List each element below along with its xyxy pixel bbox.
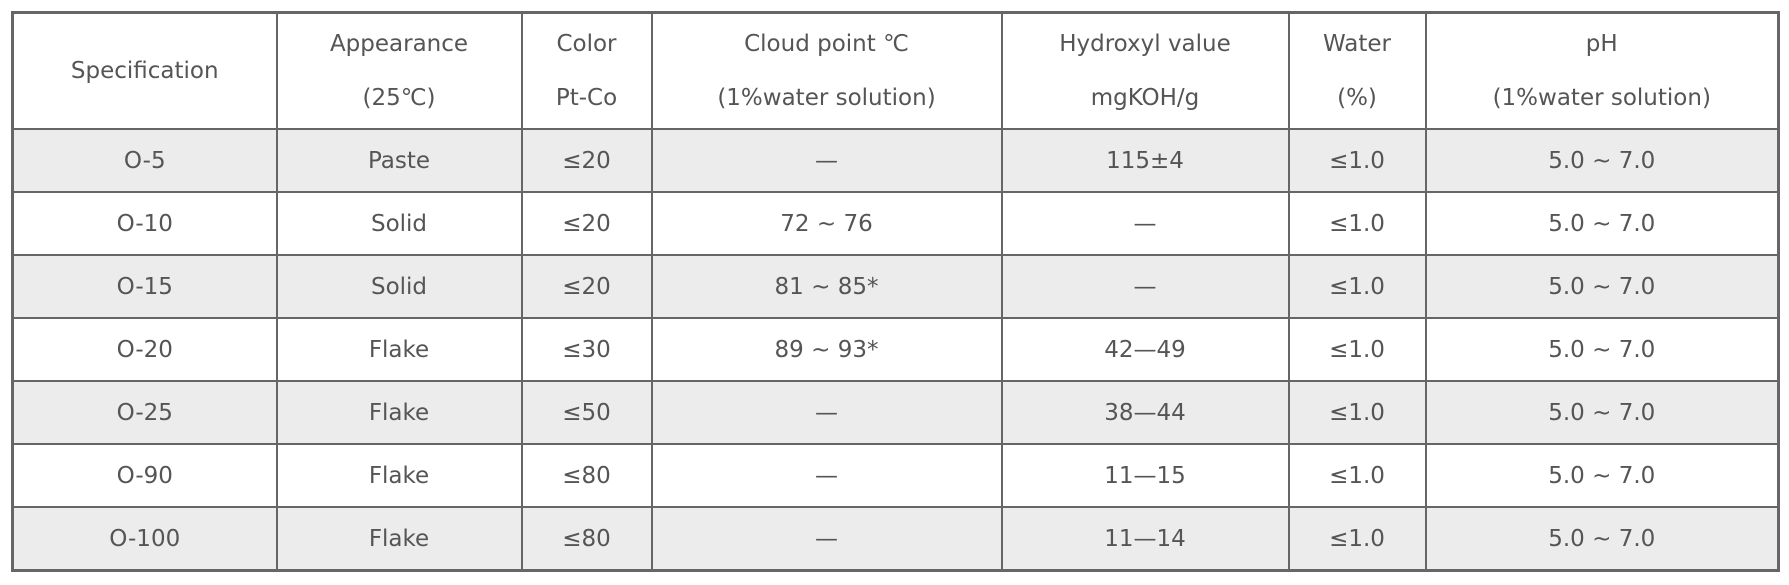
table-row: O-90 Flake ≤80—11—15 ≤1.0 5.0 ~ 7.0 [11, 443, 1780, 508]
table-cell: 42—49 [1000, 317, 1290, 382]
table-cell: — [650, 380, 1003, 445]
header-text: Pt-Co [555, 85, 618, 111]
table-cell: O-100 [11, 506, 278, 572]
table-cell: Solid [275, 254, 523, 319]
table-row: O-10 Solid ≤20 72 ~ 76— ≤1.0 5.0 ~ 7.0 [11, 191, 1780, 256]
table-cell: 5.0 ~ 7.0 [1424, 191, 1780, 256]
table-cell: O-15 [11, 254, 278, 319]
table-cell: ≤1.0 [1287, 380, 1427, 445]
table-cell: O-25 [11, 380, 278, 445]
table-cell: O-10 [11, 191, 278, 256]
table-cell: — [650, 506, 1003, 572]
table-cell: 81 ~ 85* [650, 254, 1003, 319]
table-header: Specification Appearance (25℃) Color Pt-Co Cl… [11, 11, 1780, 130]
table-row: O-100 Flake ≤80—11—14 ≤1.0 5.0 ~ 7.0 [11, 506, 1780, 572]
header-text: mgKOH/g [1090, 85, 1200, 111]
table-cell: O-20 [11, 317, 278, 382]
header-text: pH [1585, 31, 1618, 57]
table-cell: 11—15 [1000, 443, 1290, 508]
table-cell: 5.0 ~ 7.0 [1424, 506, 1780, 572]
table-cell: ≤1.0 [1287, 317, 1427, 382]
header-text: Appearance [329, 31, 469, 57]
table-cell: 5.0 ~ 7.0 [1424, 254, 1780, 319]
table-cell: — [1000, 191, 1290, 256]
header-cell: Water (%) [1287, 11, 1427, 130]
table-cell: 115±4 [1000, 128, 1290, 193]
table-row: O-5 Paste ≤20—115±4 ≤1.0 5.0 ~ 7.0 [11, 128, 1780, 193]
header-text: (1%water solution) [1492, 85, 1711, 111]
header-cell: Cloud point ℃ (1%water solution) [650, 11, 1003, 130]
header-text: Specification [70, 58, 219, 84]
header-text: (25℃) [362, 85, 436, 111]
table-cell: 89 ~ 93* [650, 317, 1003, 382]
table-cell: Flake [275, 443, 523, 508]
table-cell: O-90 [11, 443, 278, 508]
table-cell: — [1000, 254, 1290, 319]
table-body: O-5 Paste ≤20—115±4 ≤1.0 5.0 ~ 7.0 O-10 Solid ≤… [11, 128, 1780, 572]
spec-table: Specification Appearance (25℃) Color Pt-Co Cl… [11, 11, 1780, 572]
table-row: O-20 Flake ≤30 89 ~ 93* 42—49 ≤1.0 5.0 ~ 7.0 [11, 317, 1780, 382]
table-cell: ≤30 [520, 317, 653, 382]
table-cell: — [650, 128, 1003, 193]
table-cell: ≤1.0 [1287, 128, 1427, 193]
table-row: O-25 Flake ≤50—38—44 ≤1.0 5.0 ~ 7.0 [11, 380, 1780, 445]
table-cell: Flake [275, 317, 523, 382]
table-cell: ≤20 [520, 191, 653, 256]
header-cell: Specification [11, 11, 278, 130]
table-cell: Flake [275, 506, 523, 572]
table-cell: 5.0 ~ 7.0 [1424, 128, 1780, 193]
table-cell: Flake [275, 380, 523, 445]
header-text: (%) [1337, 85, 1377, 111]
table-cell: 5.0 ~ 7.0 [1424, 380, 1780, 445]
table-cell: ≤1.0 [1287, 506, 1427, 572]
table-cell: O-5 [11, 128, 278, 193]
table-cell: ≤50 [520, 380, 653, 445]
table-cell: — [650, 443, 1003, 508]
header-cell: Hydroxyl value mgKOH/g [1000, 11, 1290, 130]
header-text: Color [556, 31, 617, 57]
header-row: Specification Appearance (25℃) Color Pt-Co Cl… [11, 11, 1780, 130]
table-cell: ≤1.0 [1287, 254, 1427, 319]
header-cell: Appearance (25℃) [275, 11, 523, 130]
table-cell: ≤80 [520, 506, 653, 572]
table-cell: Solid [275, 191, 523, 256]
header-text: Hydroxyl value [1059, 31, 1231, 57]
table-cell: ≤80 [520, 443, 653, 508]
table-cell: ≤20 [520, 128, 653, 193]
table-row: O-15 Solid ≤20 81 ~ 85* — ≤1.0 5.0 ~ 7.0 [11, 254, 1780, 319]
table-cell: 38—44 [1000, 380, 1290, 445]
table-cell: 5.0 ~ 7.0 [1424, 443, 1780, 508]
table-cell: 5.0 ~ 7.0 [1424, 317, 1780, 382]
table-cell: ≤20 [520, 254, 653, 319]
table-cell: Paste [275, 128, 523, 193]
header-cell: Color Pt-Co [520, 11, 653, 130]
table-cell: ≤1.0 [1287, 443, 1427, 508]
table-cell: ≤1.0 [1287, 191, 1427, 256]
header-text: Cloud point ℃ [744, 31, 909, 57]
table-cell: 72 ~ 76 [650, 191, 1003, 256]
table-cell: 11—14 [1000, 506, 1290, 572]
header-cell: pH (1%water solution) [1424, 11, 1780, 130]
header-text: Water [1323, 31, 1391, 57]
header-text: (1%water solution) [717, 85, 936, 111]
